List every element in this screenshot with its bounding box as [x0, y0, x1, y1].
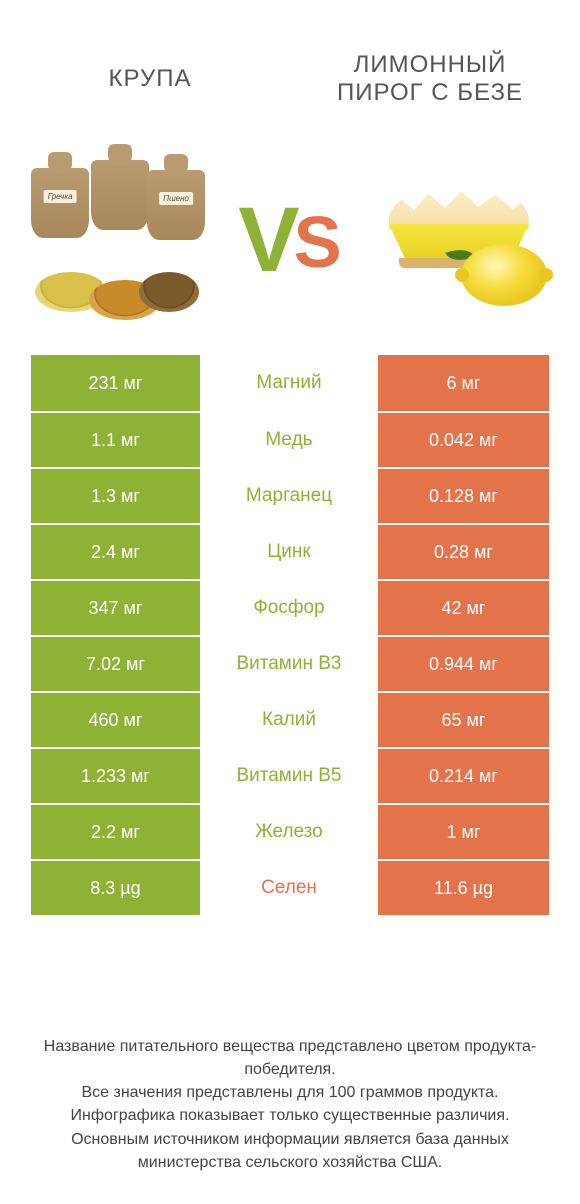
right-value-cell: 65 мг — [378, 693, 549, 747]
left-value-cell: 1.3 мг — [31, 469, 202, 523]
footer-line: Инфографика показывает только существенн… — [30, 1104, 550, 1127]
right-value-cell: 11.6 µg — [378, 861, 549, 915]
right-value-cell: 42 мг — [378, 581, 549, 635]
table-row: 7.02 мг Витамин B3 0.944 мг — [31, 635, 549, 691]
right-value-cell: 6 мг — [378, 355, 549, 411]
right-product-image — [352, 160, 580, 320]
table-row: 460 мг Калий 65 мг — [31, 691, 549, 747]
nutrient-label: Марганец — [246, 485, 332, 507]
table-row: 1.233 мг Витамин B5 0.214 мг — [31, 747, 549, 803]
groats-icon: Гречка Пшено — [19, 160, 209, 320]
vs-s: S — [294, 202, 342, 284]
nutrient-label: Медь — [265, 429, 312, 451]
nutrient-cell: Калий — [202, 693, 378, 747]
left-product-title: КРУПА — [30, 65, 270, 93]
left-value-cell: 231 мг — [31, 355, 202, 411]
table-row: 8.3 µg Селен 11.6 µg — [31, 859, 549, 915]
nutrient-label: Витамин B3 — [236, 653, 341, 675]
nutrient-cell: Медь — [202, 413, 378, 467]
left-value-cell: 1.233 мг — [31, 749, 202, 803]
table-row: 1.1 мг Медь 0.042 мг — [31, 411, 549, 467]
vs-row: Гречка Пшено V S — [0, 150, 580, 330]
table-row: 1.3 мг Марганец 0.128 мг — [31, 467, 549, 523]
nutrient-cell: Железо — [202, 805, 378, 859]
nutrient-label: Цинк — [267, 541, 310, 563]
nutrient-label: Калий — [262, 709, 316, 731]
nutrient-cell: Марганец — [202, 469, 378, 523]
table-row: 2.2 мг Железо 1 мг — [31, 803, 549, 859]
nutrient-label: Витамин B5 — [236, 765, 341, 787]
nutrient-cell: Селен — [202, 861, 378, 915]
nutrient-cell: Цинк — [202, 525, 378, 579]
right-value-cell: 0.28 мг — [378, 525, 549, 579]
nutrient-label: Магний — [256, 372, 321, 394]
left-value-cell: 7.02 мг — [31, 637, 202, 691]
nutrient-cell: Магний — [202, 355, 378, 411]
right-value-cell: 1 мг — [378, 805, 549, 859]
left-value-cell: 2.4 мг — [31, 525, 202, 579]
vs-v: V — [238, 188, 299, 293]
header: КРУПА ЛИМОННЫЙ ПИРОГ С БЕЗЕ — [0, 0, 580, 130]
left-product-image: Гречка Пшено — [0, 160, 228, 320]
left-value-cell: 347 мг — [31, 581, 202, 635]
footer-notes: Название питательного вещества представл… — [30, 1035, 550, 1174]
table-row: 2.4 мг Цинк 0.28 мг — [31, 523, 549, 579]
left-value-cell: 2.2 мг — [31, 805, 202, 859]
right-product-title: ЛИМОННЫЙ ПИРОГ С БЕЗЕ — [310, 51, 550, 106]
lemon-pie-icon — [371, 160, 561, 320]
comparison-table: 231 мгМагний6 мг1.1 мгМедь0.042 мг1.3 мг… — [30, 354, 550, 916]
table-row: 231 мг Магний 6 мг — [31, 355, 549, 411]
footer-line: Все значения представлены для 100 граммо… — [30, 1081, 550, 1104]
vs-label: V S — [238, 188, 341, 293]
right-value-cell: 0.214 мг — [378, 749, 549, 803]
right-value-cell: 0.042 мг — [378, 413, 549, 467]
nutrient-cell: Фосфор — [202, 581, 378, 635]
left-value-cell: 8.3 µg — [31, 861, 202, 915]
nutrient-cell: Витамин B3 — [202, 637, 378, 691]
nutrient-label: Железо — [255, 821, 323, 843]
nutrient-label: Селен — [261, 877, 317, 899]
footer-line: Название питательного вещества представл… — [30, 1035, 550, 1081]
nutrient-label: Фосфор — [253, 597, 324, 619]
right-value-cell: 0.128 мг — [378, 469, 549, 523]
footer-line: Основным источником информации является … — [30, 1128, 550, 1174]
table-row: 347 мг Фосфор 42 мг — [31, 579, 549, 635]
left-value-cell: 460 мг — [31, 693, 202, 747]
nutrient-cell: Витамин B5 — [202, 749, 378, 803]
right-value-cell: 0.944 мг — [378, 637, 549, 691]
left-value-cell: 1.1 мг — [31, 413, 202, 467]
